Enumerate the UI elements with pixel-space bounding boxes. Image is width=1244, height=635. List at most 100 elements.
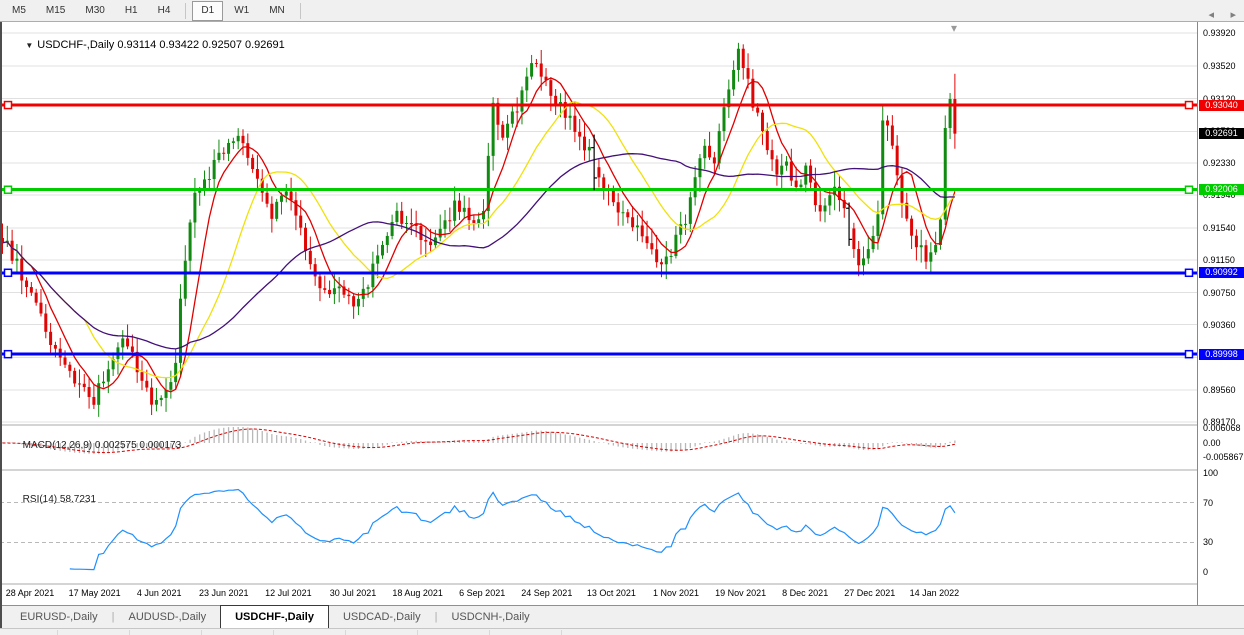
timeframe-button-M5[interactable]: M5: [12, 4, 26, 16]
candle-body: [366, 287, 370, 289]
tab-eurusddaily[interactable]: EURUSD-,Daily: [20, 611, 98, 623]
timeframe-button-MN[interactable]: MN: [269, 4, 285, 16]
candle-body: [279, 195, 283, 202]
tab-usdcnhdaily[interactable]: USDCNH-,Daily: [451, 611, 530, 623]
candle-body: [169, 382, 173, 390]
candle-body: [563, 102, 567, 118]
candle-body: [260, 178, 264, 193]
candle-body: [746, 68, 750, 79]
tab-scroll-right-icon[interactable]: ▸: [1230, 9, 1236, 21]
line-anchor-handle[interactable]: [3, 268, 13, 278]
candle-body: [188, 222, 192, 261]
chart-title: ▼ USDCHF-,Daily 0.93114 0.93422 0.92507 0…: [7, 27, 284, 63]
ohlc-low: 0.92507: [202, 39, 242, 51]
price-tick: 0.90360: [1203, 319, 1236, 330]
tab-scroll-left-icon[interactable]: ◂: [1208, 9, 1215, 21]
candle-body: [866, 249, 870, 259]
candle-body: [174, 362, 178, 383]
candle-body: [164, 389, 168, 398]
candle-body: [337, 286, 341, 289]
timeframe-button-D1[interactable]: D1: [192, 0, 224, 21]
timeframe-button-M30[interactable]: M30: [85, 4, 105, 16]
chart-tab-bar: EURUSD-,Daily | AUDUSD-,Daily USDCHF-,Daily…: [0, 605, 1244, 628]
candle-body: [852, 228, 856, 250]
price-chart-canvas[interactable]: [0, 22, 1197, 605]
price-tick: 0.92330: [1203, 158, 1236, 169]
candle-body: [486, 155, 490, 211]
tab-usdchfdaily[interactable]: USDCHF-,Daily: [220, 605, 329, 628]
candle-body: [453, 200, 457, 221]
candle-body: [1, 238, 4, 243]
candle-body: [659, 262, 663, 265]
candle-body: [544, 76, 548, 81]
candle-body: [140, 372, 144, 381]
date-label: 30 Jul 2021: [329, 588, 377, 598]
price-axis[interactable]: 0.939200.935200.931200.927200.923300.919…: [1197, 22, 1244, 605]
candle-body: [467, 207, 471, 221]
macd-main-value: 0.002575: [94, 440, 137, 451]
candle-body: [770, 150, 774, 160]
timeframe-button-W1[interactable]: W1: [234, 4, 250, 16]
candle-body: [376, 255, 380, 264]
chart-shift-icon[interactable]: ▾: [951, 21, 958, 35]
candle-body: [111, 359, 115, 370]
ohlc-open: 0.93114: [117, 39, 157, 51]
candle-body: [626, 212, 630, 218]
candle-body: [943, 127, 947, 220]
candle-body: [674, 234, 678, 256]
timeframe-button-M15[interactable]: M15: [45, 4, 66, 16]
candle-body: [587, 146, 591, 151]
line-anchor-handle[interactable]: [1184, 268, 1194, 278]
candle-body: [520, 90, 524, 112]
candle-body: [506, 123, 510, 138]
candle-body: [785, 161, 789, 166]
time-axis[interactable]: 28 Apr 2021 17 May 2021 4 Jun 2021 23 Jun 2…: [0, 585, 1197, 605]
candle-body: [102, 381, 106, 384]
candle-body: [751, 78, 755, 108]
candle-body: [698, 158, 702, 178]
moving-average-7: [2, 77, 956, 393]
chart-dropdown-icon[interactable]: ▼: [25, 41, 34, 50]
line-anchor-handle[interactable]: [1184, 349, 1194, 359]
candle-body: [424, 239, 428, 242]
tab-usdcaddaily[interactable]: USDCAD-,Daily: [342, 611, 421, 623]
candle-body: [919, 245, 923, 248]
candle-body: [477, 219, 481, 224]
line-anchor-handle[interactable]: [1184, 185, 1194, 194]
candle-body: [938, 219, 942, 246]
candle-body: [265, 192, 269, 204]
timeframe-button-H4[interactable]: H4: [157, 4, 171, 16]
line-anchor-handle[interactable]: [1184, 100, 1194, 110]
line-anchor-handle[interactable]: [3, 185, 13, 194]
toolbar-separator: [299, 2, 301, 19]
candle-body: [10, 240, 14, 261]
date-label: 14 Jan 2022: [909, 588, 960, 598]
price-tick: 0.91150: [1203, 254, 1235, 265]
candle-body: [530, 63, 534, 77]
timeframe-button-H1[interactable]: H1: [124, 4, 138, 16]
candle-body: [255, 169, 259, 179]
candle-body: [227, 142, 231, 154]
tab-audusddaily[interactable]: AUDUSD-,Daily: [128, 611, 207, 623]
candle-body: [934, 245, 938, 253]
status-cell-divider: [273, 630, 274, 635]
line-anchor-handle[interactable]: [3, 349, 13, 359]
tab-scroll-arrows: ◂ ▸: [1196, 5, 1236, 23]
candle-body: [63, 357, 67, 365]
candle-body: [602, 177, 606, 189]
candle-body: [741, 48, 745, 69]
status-cell-divider: [561, 630, 562, 635]
candle-body: [44, 313, 48, 332]
candle-body: [549, 80, 553, 96]
price-level-badge-0.92691: 0.92691: [1199, 128, 1244, 140]
candle-body: [876, 214, 880, 236]
price-tick: 0.93920: [1203, 28, 1236, 38]
line-anchor-handle[interactable]: [3, 100, 13, 110]
candle-body: [77, 383, 81, 385]
status-cell-divider: [201, 630, 202, 635]
candle-body: [443, 220, 447, 229]
rsi-tick: 70: [1203, 497, 1214, 508]
candle-body: [304, 227, 308, 251]
candle-body: [890, 125, 894, 146]
